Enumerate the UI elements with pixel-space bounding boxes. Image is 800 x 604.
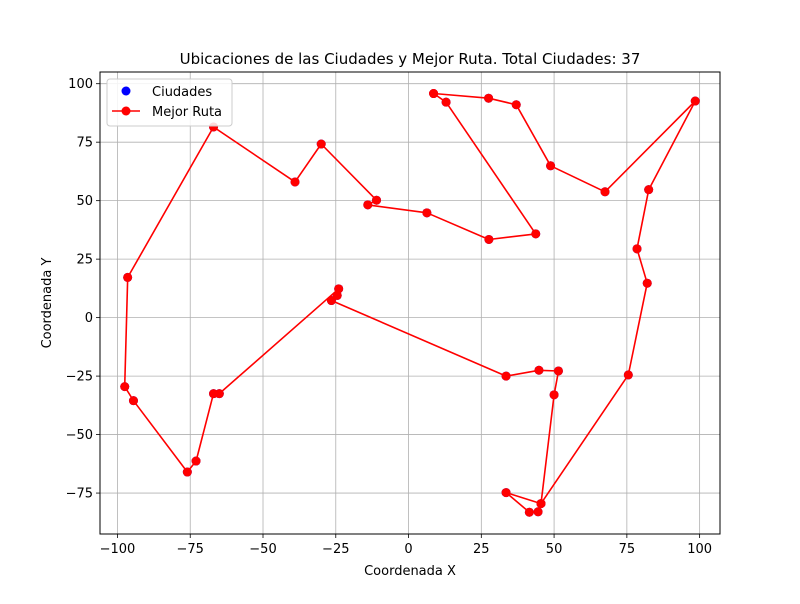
route-marker xyxy=(484,234,494,244)
axis-ticks: −100 −75 −50 −25 0 25 50 75 100 −75 −50 −25 0 25 50 75 1… xyxy=(66,77,712,557)
route-marker xyxy=(316,139,326,149)
route-marker xyxy=(429,89,439,99)
chart-title: Ubicaciones de las Ciudades y Mejor Ruta… xyxy=(180,50,641,68)
route-marker xyxy=(363,200,373,210)
route-marker xyxy=(441,97,451,107)
route-marker xyxy=(546,161,556,171)
route-marker xyxy=(372,195,382,205)
y-tick-label: −25 xyxy=(66,370,93,385)
route-marker xyxy=(644,185,654,195)
y-tick-label: 75 xyxy=(76,136,93,151)
route-marker xyxy=(534,365,544,375)
route-marker xyxy=(690,96,700,106)
y-tick-label: 100 xyxy=(68,77,93,92)
route-marker xyxy=(214,389,224,399)
x-tick-label: 50 xyxy=(546,542,563,557)
route-marker xyxy=(549,390,559,400)
y-axis-label: Coordenada Y xyxy=(40,258,55,349)
route-marker xyxy=(511,100,521,110)
y-tick-label: −50 xyxy=(66,428,93,443)
plot-frame xyxy=(99,71,721,535)
legend: Ciudades Mejor Ruta xyxy=(106,78,233,127)
route-marker xyxy=(422,208,432,218)
route-marker xyxy=(623,370,633,380)
x-tick-label: 25 xyxy=(473,542,490,557)
route-marker xyxy=(501,488,511,498)
route-marker xyxy=(524,507,534,517)
route-marker xyxy=(191,456,201,466)
grid xyxy=(100,72,720,534)
plot-data xyxy=(120,89,700,517)
route-marker xyxy=(484,93,494,103)
route-marker xyxy=(290,177,300,187)
y-tick-label: 0 xyxy=(85,311,93,326)
route-marker xyxy=(120,382,130,392)
route-marker xyxy=(332,290,342,300)
x-tick-label: −50 xyxy=(249,542,276,557)
x-tick-label: 0 xyxy=(404,542,412,557)
x-tick-label: 75 xyxy=(619,542,636,557)
legend-marker-mejor-ruta xyxy=(121,106,131,116)
route-marker xyxy=(533,507,543,517)
legend-label-ciudades: Ciudades xyxy=(152,85,212,100)
y-tick-label: −75 xyxy=(66,487,93,502)
x-tick-label: −25 xyxy=(322,542,349,557)
y-tick-label: 50 xyxy=(76,194,93,209)
route-marker xyxy=(326,296,336,306)
route-marker xyxy=(632,244,642,254)
route-marker xyxy=(600,187,610,197)
x-tick-label: −100 xyxy=(100,542,136,557)
x-axis-label: Coordenada X xyxy=(364,564,456,579)
legend-marker-ciudades xyxy=(121,86,131,96)
route-marker xyxy=(536,499,546,509)
route-marker xyxy=(123,272,133,282)
route-marker xyxy=(642,278,652,288)
y-tick-label: 25 xyxy=(76,253,93,268)
x-tick-label: 100 xyxy=(687,542,712,557)
legend-label-mejor-ruta: Mejor Ruta xyxy=(152,105,222,120)
x-tick-label: −75 xyxy=(177,542,204,557)
route-marker xyxy=(553,366,563,376)
route-marker xyxy=(501,371,511,381)
route-marker xyxy=(128,396,138,406)
route-marker xyxy=(182,467,192,477)
legend-box xyxy=(106,78,233,127)
route-marker xyxy=(531,229,541,239)
